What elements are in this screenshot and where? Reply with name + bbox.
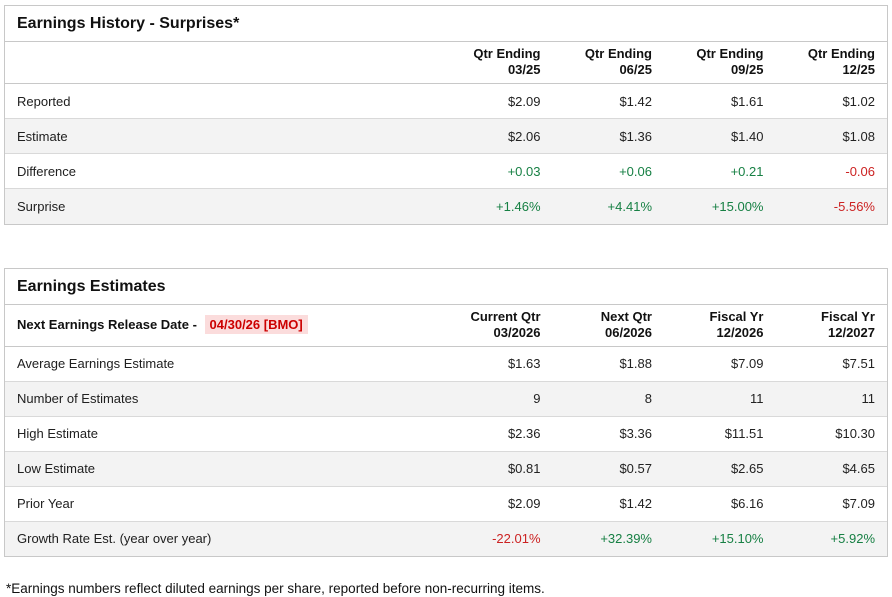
- next-earnings-release-cell: Next Earnings Release Date - 04/30/26 [B…: [5, 304, 441, 347]
- row-label: Growth Rate Est. (year over year): [5, 520, 441, 556]
- row-label: Reported: [17, 93, 71, 109]
- value-cell: $2.09: [441, 485, 553, 521]
- column-header: Qtr Ending 03/25: [441, 42, 553, 84]
- row-label: Number of Estimates: [5, 380, 441, 416]
- value-cell: 11: [664, 380, 776, 416]
- value-cell: 8: [552, 380, 664, 416]
- value-cell: $10.30: [775, 415, 887, 451]
- value-cell: $1.02: [842, 93, 875, 109]
- earnings-history-header-row: Qtr Ending 03/25 Qtr Ending 06/25 Qtr Ending…: [5, 42, 887, 84]
- value-cell: $3.36: [552, 415, 664, 451]
- earnings-estimates-title: Earnings Estimates: [5, 269, 887, 305]
- row-label: Estimate: [5, 118, 441, 154]
- value-cell: -5.56%: [775, 188, 887, 224]
- value-cell: $4.65: [775, 450, 887, 486]
- table-row: Difference +0.03 +0.06 +0.21 -0.06: [5, 153, 887, 189]
- value-cell: +0.21: [664, 153, 776, 189]
- value-cell: -0.06: [775, 153, 887, 189]
- value-cell: $7.51: [842, 356, 875, 371]
- value-cell: +0.06: [552, 153, 664, 189]
- table-row: Reported $2.09 $1.42 $1.61 $1.02: [5, 84, 887, 119]
- value-cell: $2.36: [441, 415, 553, 451]
- value-cell: $0.81: [441, 450, 553, 486]
- row-label: High Estimate: [5, 415, 441, 451]
- column-header: Qtr Ending 06/25: [552, 42, 664, 84]
- row-label: Difference: [5, 153, 441, 189]
- table-row: High Estimate $2.36 $3.36 $11.51 $10.30: [5, 415, 887, 451]
- table-row: Low Estimate $0.81 $0.57 $2.65 $4.65: [5, 450, 887, 486]
- value-cell: $1.36: [552, 118, 664, 154]
- value-cell: $2.65: [664, 450, 776, 486]
- value-cell: $1.63: [507, 356, 541, 371]
- value-cell: $6.16: [664, 485, 776, 521]
- empty-header-cell: [5, 42, 441, 84]
- value-cell: +0.03: [441, 153, 553, 189]
- value-cell: $7.09: [730, 356, 764, 371]
- next-earnings-release-label: Next Earnings Release Date -: [17, 316, 201, 332]
- value-cell: $1.08: [775, 118, 887, 154]
- table-row: Growth Rate Est. (year over year) -22.01%…: [5, 520, 887, 556]
- column-header: Qtr Ending 09/25: [664, 42, 776, 84]
- value-cell: $1.40: [664, 118, 776, 154]
- footnote: *Earnings numbers reflect diluted earnin…: [6, 581, 545, 596]
- value-cell: +15.10%: [664, 520, 776, 556]
- table-row: Number of Estimates 9 8 11 11: [5, 380, 887, 416]
- next-earnings-release-date: 04/30/26 [BMO]: [204, 314, 308, 334]
- table-row: Average Earnings Estimate $1.63 $1.88 $7.09…: [5, 346, 887, 381]
- earnings-history-table: Qtr Ending 03/25 Qtr Ending 06/25 Qtr Ending…: [5, 42, 887, 224]
- value-cell: +1.46%: [441, 188, 553, 224]
- value-cell: $0.57: [552, 450, 664, 486]
- earnings-estimates-header-row: Next Earnings Release Date - 04/30/26 [B…: [5, 304, 887, 347]
- row-label: Low Estimate: [5, 450, 441, 486]
- value-cell: +32.39%: [552, 520, 664, 556]
- table-row: Prior Year $2.09 $1.42 $6.16 $7.09: [5, 485, 887, 521]
- column-header: Current Qtr 03/2026: [441, 304, 553, 347]
- row-label: Average Earnings Estimate: [17, 356, 175, 371]
- value-cell: +5.92%: [775, 520, 887, 556]
- column-header: Fiscal Yr 12/2026: [664, 304, 776, 347]
- column-header: Fiscal Yr 12/2027: [775, 304, 887, 347]
- earnings-estimates-table: Next Earnings Release Date - 04/30/26 [B…: [5, 304, 887, 556]
- value-cell: 9: [441, 380, 553, 416]
- earnings-estimates-section: Earnings Estimates Next Earnings Release…: [4, 267, 888, 557]
- value-cell: +4.41%: [552, 188, 664, 224]
- value-cell: -22.01%: [441, 520, 553, 556]
- table-row: Surprise +1.46% +4.41% +15.00% -5.56%: [5, 188, 887, 224]
- value-cell: +15.00%: [664, 188, 776, 224]
- value-cell: 11: [775, 380, 887, 416]
- row-label: Surprise: [5, 188, 441, 224]
- earnings-history-section: Earnings History - Surprises* Qtr Ending…: [4, 5, 888, 225]
- column-header: Next Qtr 06/2026: [552, 304, 664, 347]
- earnings-history-title: Earnings History - Surprises*: [5, 6, 887, 42]
- table-row: Estimate $2.06 $1.36 $1.40 $1.08: [5, 118, 887, 154]
- value-cell: $2.06: [441, 118, 553, 154]
- row-label: Prior Year: [5, 485, 441, 521]
- value-cell: $1.88: [619, 356, 652, 371]
- value-cell: $7.09: [775, 485, 887, 521]
- value-cell: $1.42: [552, 485, 664, 521]
- value-cell: $1.42: [619, 93, 652, 109]
- value-cell: $2.09: [507, 93, 541, 109]
- column-header: Qtr Ending 12/25: [775, 42, 887, 84]
- value-cell: $11.51: [664, 415, 776, 451]
- value-cell: $1.61: [730, 93, 764, 109]
